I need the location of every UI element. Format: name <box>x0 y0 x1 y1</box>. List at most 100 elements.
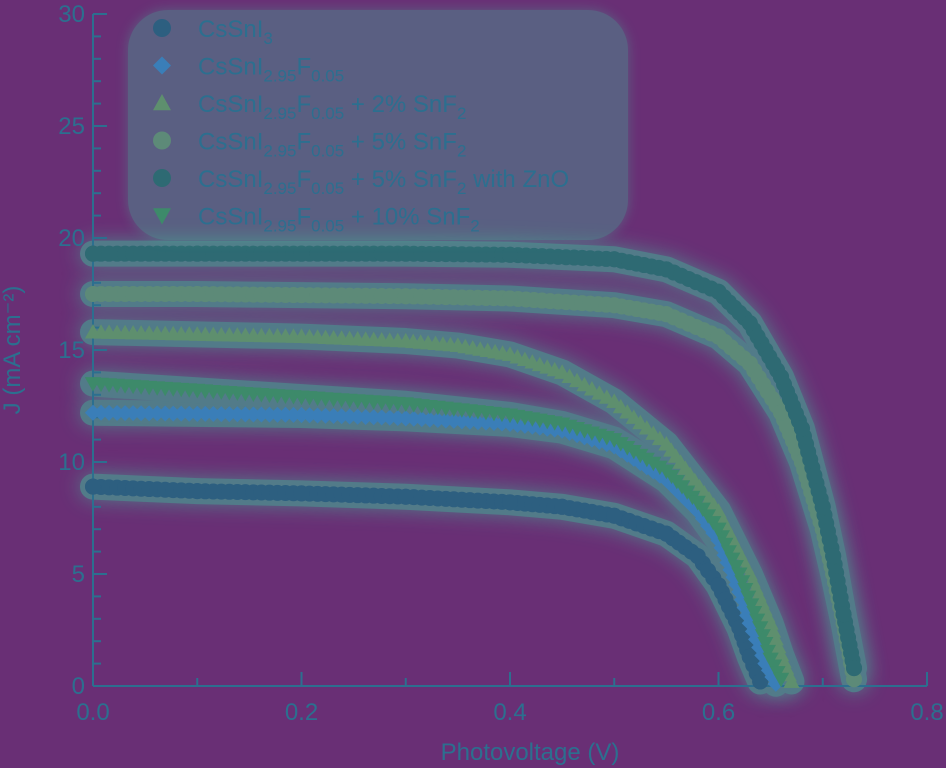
legend-item: CsSnI2.95​F0.05​ + 5% SnF2​ with ZnO <box>153 166 569 198</box>
data-point <box>397 333 414 348</box>
legend-item: CsSnI2.95​F0.05​ <box>153 54 344 86</box>
legend-marker <box>153 131 171 150</box>
data-point <box>773 672 790 688</box>
legend-label: CsSnI3​ <box>198 16 273 48</box>
x-tick-label: 0.4 <box>493 699 526 726</box>
data-point <box>710 328 727 345</box>
data-point <box>85 377 101 392</box>
series-point <box>727 560 744 575</box>
data-point <box>85 478 101 495</box>
series-point <box>737 582 754 598</box>
series-point <box>720 545 737 560</box>
data-point <box>293 406 310 423</box>
legend-label: CsSnI2.95​F0.05​ + 2% SnF2​ <box>198 91 466 123</box>
data-point <box>502 408 518 423</box>
data-point <box>773 404 790 421</box>
data-point <box>710 283 727 300</box>
data-point <box>710 577 727 594</box>
data-point <box>606 297 623 314</box>
data-point <box>658 436 675 451</box>
y-tick-label: 5 <box>72 561 85 588</box>
y-tick-label: 30 <box>58 1 85 28</box>
data-point <box>710 503 727 518</box>
data-point <box>397 488 414 505</box>
data-point <box>825 548 842 565</box>
series-point <box>619 441 636 456</box>
series-point <box>743 598 760 613</box>
data-point <box>606 507 623 524</box>
data-series <box>85 245 863 692</box>
x-tick-label: 0.0 <box>76 699 109 726</box>
legend-label: CsSnI2.95​F0.05​ + 10% SnF2​ <box>198 204 480 236</box>
legend-label: CsSnI2.95​F0.05​ + 5% SnF2​ with ZnO <box>198 166 569 198</box>
series-point <box>638 452 655 468</box>
series-point <box>625 444 642 460</box>
data-point <box>397 410 414 427</box>
data-point <box>293 485 310 502</box>
x-tick-label: 0.6 <box>702 699 735 726</box>
series-point <box>760 644 777 660</box>
data-point <box>658 525 675 542</box>
data-point <box>397 288 414 305</box>
legend-marker <box>153 56 171 75</box>
data-point <box>846 671 863 688</box>
x-tick-label: 0.8 <box>910 699 943 726</box>
data-point <box>189 326 206 341</box>
data-point <box>85 324 101 339</box>
x-axis-label: Photovoltage (V) <box>441 739 620 766</box>
series-point <box>651 460 668 476</box>
data-point <box>773 646 790 662</box>
y-tick-label: 15 <box>58 337 85 364</box>
data-point <box>741 648 758 665</box>
legend-marker <box>153 208 171 225</box>
data-point <box>658 464 675 479</box>
legend-item: CsSnI2.95​F0.05​ + 10% SnF2​ <box>153 204 480 236</box>
legend-label: CsSnI2.95​F0.05​ <box>198 54 344 86</box>
series-point <box>724 552 741 568</box>
data-point <box>293 245 310 262</box>
series-point <box>717 537 734 553</box>
y-axis-label: J (mA cm⁻²) <box>0 286 26 415</box>
data-point <box>793 420 810 437</box>
data-point <box>752 673 769 690</box>
data-point <box>502 415 518 432</box>
legend-label: CsSnI2.95​F0.05​ + 5% SnF2​ <box>198 129 466 161</box>
series-1 <box>85 478 769 690</box>
data-point <box>189 483 206 500</box>
data-point <box>606 433 623 448</box>
data-point <box>710 522 727 538</box>
data-point <box>814 498 831 515</box>
data-point <box>189 245 206 262</box>
data-point <box>554 498 571 515</box>
data-point <box>658 261 675 278</box>
data-point <box>397 245 414 262</box>
data-point <box>502 346 518 361</box>
x-ticks: 0.0 0.2 0.4 0.6 0.8 <box>76 672 944 726</box>
data-point <box>502 290 518 307</box>
data-point <box>762 652 779 668</box>
data-point <box>731 567 748 582</box>
series-point <box>757 637 774 652</box>
data-point <box>606 393 623 408</box>
y-tick-label: 20 <box>58 225 85 252</box>
y-tick-label: 0 <box>72 673 85 700</box>
data-point <box>293 287 310 304</box>
y-ticks: 0 5 10 15 20 25 30 <box>58 1 107 700</box>
data-point <box>189 383 206 399</box>
data-point <box>752 621 769 636</box>
data-point <box>293 390 310 406</box>
legend-marker <box>153 169 171 187</box>
y-tick-label: 10 <box>58 449 85 476</box>
data-point <box>85 286 101 302</box>
data-point <box>835 606 852 623</box>
legend-item: CsSnI3​ <box>153 16 273 48</box>
data-point <box>658 306 675 323</box>
legend-marker <box>153 94 171 111</box>
legend: CsSnI3​ CsSnI2.95​F0.05​ CsSnI2.95​F0.05​ … <box>128 10 628 240</box>
y-tick-label: 25 <box>58 113 85 140</box>
series-6 <box>85 377 790 688</box>
series-point <box>749 613 766 629</box>
data-point <box>502 246 518 263</box>
data-point <box>189 286 206 302</box>
